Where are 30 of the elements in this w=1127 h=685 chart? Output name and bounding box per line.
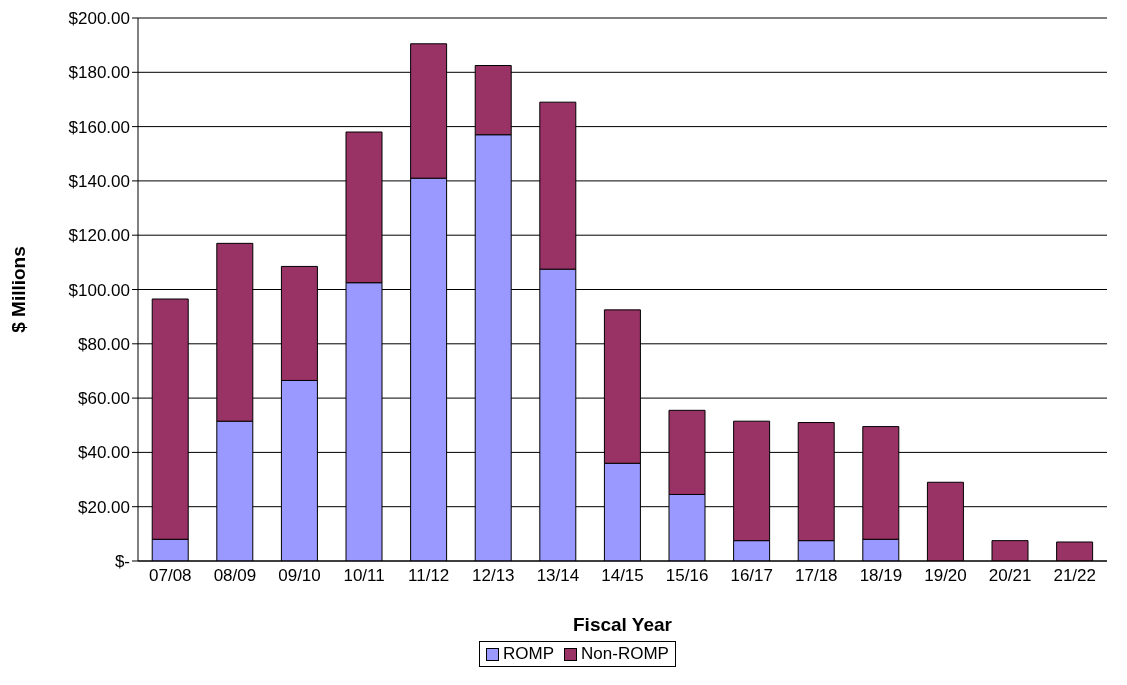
x-axis-title: Fiscal Year <box>573 614 673 635</box>
legend-label: Non-ROMP <box>580 644 669 664</box>
y-tick-label: $160.00 <box>68 117 130 137</box>
y-tick-label: $200.00 <box>68 9 130 29</box>
x-tick-label: 14/15 <box>601 566 644 586</box>
y-tick-label: $60.00 <box>78 389 130 409</box>
y-tick-label: $180.00 <box>68 63 130 83</box>
x-tick-label: 18/19 <box>859 566 903 586</box>
x-tick-label: 11/12 <box>408 566 450 586</box>
x-tick-label: 08/09 <box>213 566 257 586</box>
x-tick-label: 16/17 <box>730 566 773 586</box>
x-tick-label: 20/21 <box>988 566 1032 586</box>
x-tick-label: 10/11 <box>343 566 385 586</box>
legend-label: ROMP <box>502 644 555 664</box>
y-axis-title: $ Millions <box>7 246 29 333</box>
x-tick-label: 07/08 <box>149 566 192 586</box>
y-tick-label: $120.00 <box>68 226 130 246</box>
y-tick-label: $40.00 <box>78 443 130 463</box>
x-tick-label: 19/20 <box>924 566 967 586</box>
y-tick-label: $100.00 <box>68 280 130 300</box>
y-tick-label: $- <box>114 552 130 572</box>
y-tick-label: $80.00 <box>78 334 130 354</box>
y-tick-label: $20.00 <box>78 497 130 517</box>
x-tick-label: 12/13 <box>472 566 515 586</box>
x-tick-label: 13/14 <box>536 566 580 586</box>
x-tick-label: 21/22 <box>1053 566 1096 586</box>
x-tick-label: 17/18 <box>795 566 838 586</box>
x-tick-label: 09/10 <box>278 566 321 586</box>
y-tick-label: $140.00 <box>68 171 130 191</box>
x-tick-label: 15/16 <box>665 566 709 586</box>
